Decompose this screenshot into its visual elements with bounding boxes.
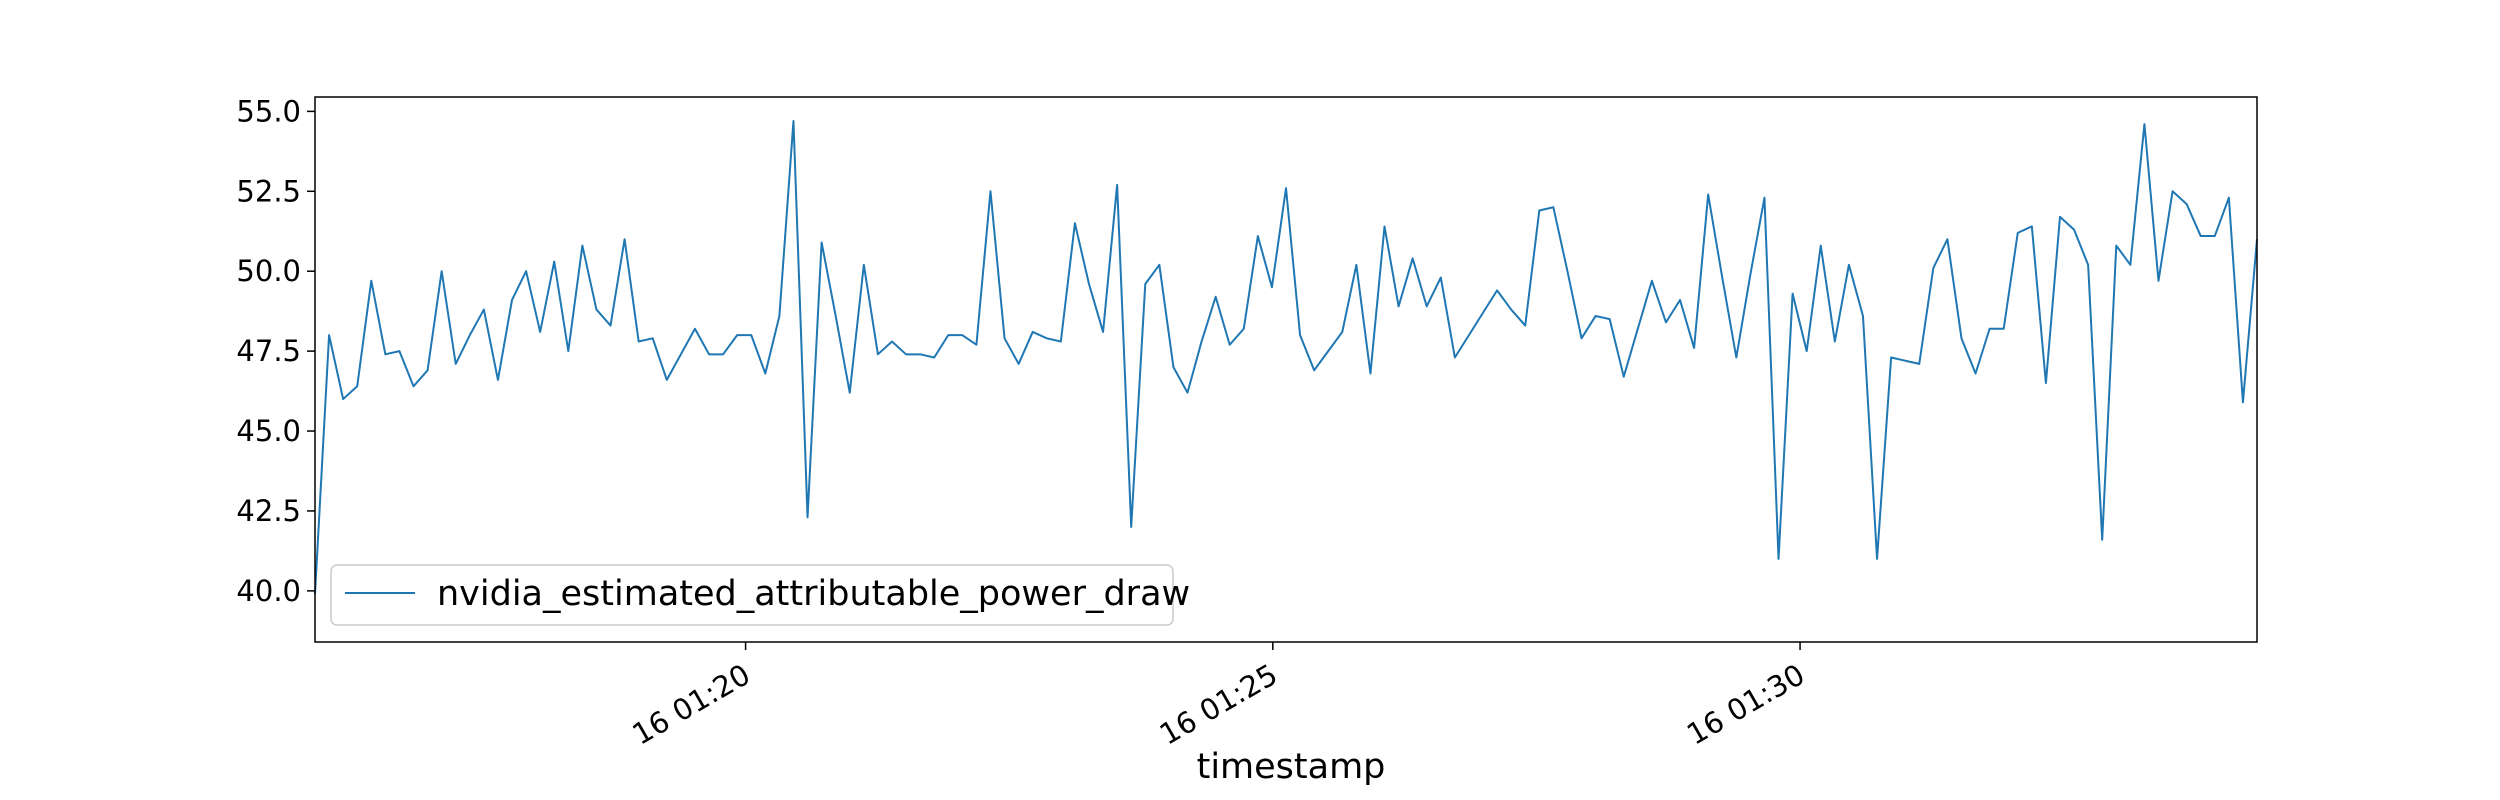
- plot-frame: [314, 96, 2258, 643]
- y-tick-label: 52.5: [236, 174, 301, 208]
- y-tick-label: 50.0: [236, 254, 301, 288]
- y-tick-label: 45.0: [236, 414, 301, 448]
- legend-entry-label: nvidia_estimated_attributable_power_draw: [437, 574, 1190, 614]
- y-tick-label: 40.0: [236, 574, 301, 608]
- x-axis-label: timestamp: [1197, 747, 1386, 787]
- y-tick-label: 55.0: [236, 94, 301, 128]
- y-tick-label: 42.5: [236, 494, 301, 528]
- series-layer: [314, 119, 2258, 595]
- y-axis: 40.0 42.5 45.0 47.5 50.0 52.5 55.0: [236, 94, 315, 608]
- y-tick-label: 47.5: [236, 334, 301, 368]
- legend: nvidia_estimated_attributable_power_draw: [330, 564, 1190, 626]
- series-line: [314, 119, 2258, 595]
- legend-box: [330, 564, 1174, 626]
